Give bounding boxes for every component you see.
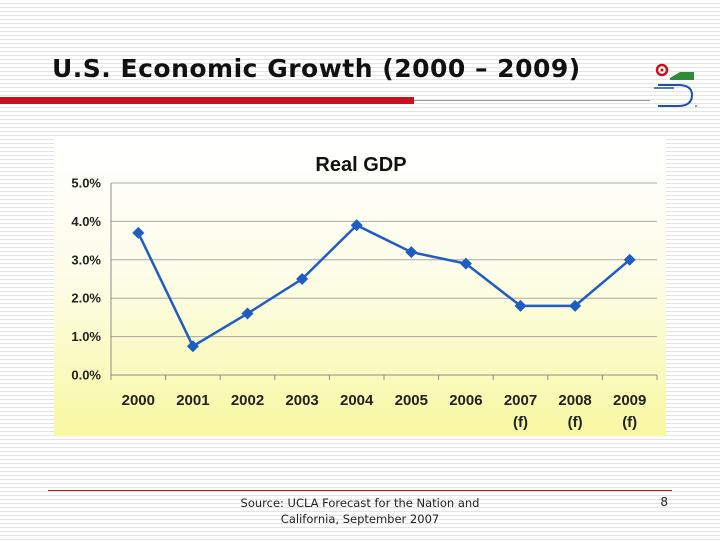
- x-tick-label: 2009 (f): [613, 392, 646, 431]
- y-tick-label: 5.0%: [71, 176, 101, 191]
- ucla-anderson-logo-icon: [654, 63, 697, 107]
- footer-rule: [48, 490, 672, 491]
- data-point-marker: [459, 257, 472, 270]
- x-tick-label: 2000: [122, 392, 155, 409]
- y-tick-label: 3.0%: [71, 252, 101, 267]
- y-tick-label: 1.0%: [71, 329, 101, 344]
- x-tick-label: 2001: [176, 392, 209, 409]
- x-tick-label: 2008 (f): [558, 392, 591, 431]
- real-gdp-line-chart: Real GDP 0.0%1.0%2.0%3.0%4.0%5.0% 2000 20…: [71, 154, 658, 431]
- x-tick-label: 2002: [231, 392, 264, 409]
- chart-title: Real GDP: [315, 154, 406, 176]
- series-layer: [132, 219, 636, 353]
- source-note: Source: UCLA Forecast for the Nation and…: [240, 496, 480, 526]
- slide-title: U.S. Economic Growth (2000 – 2009): [52, 54, 581, 83]
- page-number: 8: [660, 495, 668, 509]
- data-point-marker: [241, 307, 254, 320]
- data-point-marker: [132, 226, 145, 239]
- data-point-marker: [405, 246, 418, 259]
- x-tick-label: 2003: [285, 392, 318, 409]
- series-line: [137, 223, 631, 348]
- grid-lines: [110, 182, 658, 380]
- title-underline-gray: [414, 100, 650, 101]
- y-tick-label: 2.0%: [71, 291, 101, 306]
- data-point-marker: [514, 299, 527, 312]
- x-tick-label: 2007 (f): [504, 392, 537, 431]
- data-point-marker: [186, 340, 199, 353]
- data-point-marker: [350, 219, 363, 232]
- chart-panel: Real GDP 0.0% 1.0% 2.0% 3.0% 4.0% 5.0% 2000 20…: [54, 139, 666, 436]
- x-axis-tick-labels: 2000 2001 2002 2003 2004 2005 2006 2007 (f) 2008(…: [122, 392, 647, 431]
- x-tick-label: 2006: [449, 392, 482, 409]
- y-axis-tick-labels: 0.0% 1.0% 2.0% 3.0% 4.0% 5.0%: [71, 176, 101, 383]
- y-tick-label: 0.0%: [71, 368, 101, 383]
- title-underline-red: [0, 97, 414, 104]
- x-tick-label: 2004: [340, 392, 374, 409]
- data-point-marker: [569, 299, 582, 312]
- data-point-marker: [296, 273, 309, 285]
- y-tick-label: 4.0%: [71, 214, 101, 229]
- x-tick-label: 2005: [395, 392, 428, 409]
